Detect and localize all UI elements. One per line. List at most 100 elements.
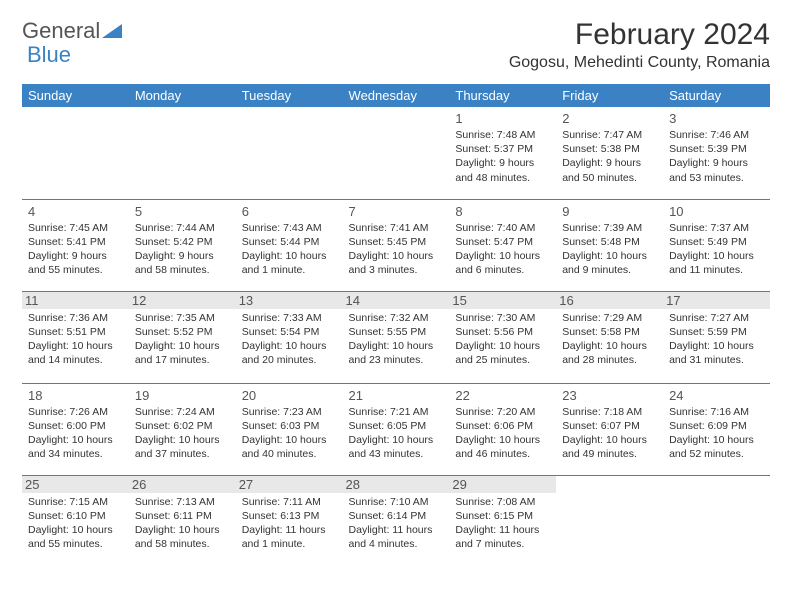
day-info-line: and 28 minutes. — [562, 353, 657, 367]
day-info-line: Sunset: 5:58 PM — [562, 325, 657, 339]
day-info-line: Sunrise: 7:39 AM — [562, 221, 657, 235]
logo-word2: Blue — [27, 42, 71, 67]
day-info: Sunrise: 7:41 AMSunset: 5:45 PMDaylight:… — [349, 221, 444, 278]
day-info: Sunrise: 7:46 AMSunset: 5:39 PMDaylight:… — [669, 128, 764, 185]
day-cell: 11 Sunrise: 7:36 AMSunset: 5:51 PMDayligh… — [22, 291, 129, 383]
day-number: 11 — [22, 292, 129, 309]
dayhead-tuesday: Tuesday — [236, 84, 343, 107]
day-info: Sunrise: 7:15 AMSunset: 6:10 PMDaylight:… — [28, 495, 123, 552]
day-cell: 26Sunrise: 7:13 AMSunset: 6:11 PMDayligh… — [129, 475, 236, 567]
day-number: 23 — [562, 388, 657, 403]
day-number: 17 — [663, 292, 770, 309]
week-row: 1Sunrise: 7:48 AMSunset: 5:37 PMDaylight… — [22, 107, 770, 199]
day-info-line: Sunrise: 7:43 AM — [242, 221, 337, 235]
day-info-line: and 25 minutes. — [455, 353, 550, 367]
day-info-line: and 11 minutes. — [669, 263, 764, 277]
day-info: Sunrise: 7:35 AMSunset: 5:52 PMDaylight:… — [135, 311, 230, 368]
week-row: 18Sunrise: 7:26 AMSunset: 6:00 PMDayligh… — [22, 383, 770, 475]
dayhead-saturday: Saturday — [663, 84, 770, 107]
day-info-line: and 40 minutes. — [242, 447, 337, 461]
day-cell: 17Sunrise: 7:27 AMSunset: 5:59 PMDayligh… — [663, 291, 770, 383]
day-info-line: Daylight: 10 hours — [562, 339, 657, 353]
day-cell: 9Sunrise: 7:39 AMSunset: 5:48 PMDaylight… — [556, 199, 663, 291]
day-info-line: Sunset: 5:51 PM — [28, 325, 123, 339]
day-info: Sunrise: 7:11 AMSunset: 6:13 PMDaylight:… — [242, 495, 337, 552]
day-info-line: and 58 minutes. — [135, 537, 230, 551]
day-cell: 12 Sunrise: 7:35 AMSunset: 5:52 PMDayligh… — [129, 291, 236, 383]
day-info-line: Sunset: 6:05 PM — [349, 419, 444, 433]
day-info-line: and 48 minutes. — [455, 171, 550, 185]
day-info-line: Sunrise: 7:29 AM — [562, 311, 657, 325]
day-info-line: and 52 minutes. — [669, 447, 764, 461]
day-info: Sunrise: 7:45 AMSunset: 5:41 PMDaylight:… — [28, 221, 123, 278]
day-info-line: Sunrise: 7:16 AM — [669, 405, 764, 419]
day-number: 25 — [22, 476, 129, 493]
day-info-line: Daylight: 10 hours — [669, 339, 764, 353]
day-cell: 23Sunrise: 7:18 AMSunset: 6:07 PMDayligh… — [556, 383, 663, 475]
day-info-line: Sunset: 5:37 PM — [455, 142, 550, 156]
day-cell: 3Sunrise: 7:46 AMSunset: 5:39 PMDaylight… — [663, 107, 770, 199]
day-info: Sunrise: 7:21 AMSunset: 6:05 PMDaylight:… — [349, 405, 444, 462]
day-info-line: and 55 minutes. — [28, 537, 123, 551]
day-info-line: Sunrise: 7:20 AM — [455, 405, 550, 419]
day-info: Sunrise: 7:16 AMSunset: 6:09 PMDaylight:… — [669, 405, 764, 462]
day-info-line: Sunrise: 7:23 AM — [242, 405, 337, 419]
logo-sub: Blue — [27, 42, 71, 68]
day-info: Sunrise: 7:23 AMSunset: 6:03 PMDaylight:… — [242, 405, 337, 462]
day-info-line: and 37 minutes. — [135, 447, 230, 461]
day-cell: 4 Sunrise: 7:45 AMSunset: 5:41 PMDaylight… — [22, 199, 129, 291]
day-info-line: and 46 minutes. — [455, 447, 550, 461]
day-info-line: Sunrise: 7:48 AM — [455, 128, 550, 142]
day-info-line: Sunset: 6:10 PM — [28, 509, 123, 523]
day-info-line: Daylight: 9 hours — [669, 156, 764, 170]
day-number: 6 — [242, 204, 337, 219]
dayhead-sunday: Sunday — [22, 84, 129, 107]
day-info-line: Sunset: 5:38 PM — [562, 142, 657, 156]
day-info: Sunrise: 7:37 AMSunset: 5:49 PMDaylight:… — [669, 221, 764, 278]
day-info-line: Sunset: 6:11 PM — [135, 509, 230, 523]
day-cell — [556, 475, 663, 567]
day-number: 8 — [455, 204, 550, 219]
day-info-line: Sunrise: 7:24 AM — [135, 405, 230, 419]
logo-word1: General — [22, 18, 100, 44]
day-info-line: Daylight: 9 hours — [135, 249, 230, 263]
day-info-line: Sunrise: 7:18 AM — [562, 405, 657, 419]
day-info-line: Sunrise: 7:45 AM — [28, 221, 123, 235]
day-info: Sunrise: 7:29 AMSunset: 5:58 PMDaylight:… — [562, 311, 657, 368]
day-info: Sunrise: 7:13 AMSunset: 6:11 PMDaylight:… — [135, 495, 230, 552]
day-number: 12 — [129, 292, 236, 309]
day-info-line: Sunrise: 7:11 AM — [242, 495, 337, 509]
day-info-line: Sunset: 6:09 PM — [669, 419, 764, 433]
day-number: 4 — [28, 204, 123, 219]
logo: General — [22, 18, 124, 44]
day-info-line: Daylight: 10 hours — [349, 339, 444, 353]
day-info-line: Daylight: 10 hours — [135, 339, 230, 353]
day-info-line: Sunrise: 7:36 AM — [28, 311, 123, 325]
day-cell: 21 Sunrise: 7:21 AMSunset: 6:05 PMDayligh… — [343, 383, 450, 475]
day-info-line: Sunset: 6:03 PM — [242, 419, 337, 433]
day-info-line: Sunset: 5:42 PM — [135, 235, 230, 249]
dayhead-thursday: Thursday — [449, 84, 556, 107]
day-info-line: Sunset: 6:02 PM — [135, 419, 230, 433]
logo-triangle-icon — [102, 22, 122, 40]
day-info-line: Daylight: 10 hours — [349, 249, 444, 263]
day-number: 19 — [135, 388, 230, 403]
day-info-line: and 43 minutes. — [349, 447, 444, 461]
day-info-line: and 3 minutes. — [349, 263, 444, 277]
day-info-line: Sunset: 5:55 PM — [349, 325, 444, 339]
day-cell: 8Sunrise: 7:40 AMSunset: 5:47 PMDaylight… — [449, 199, 556, 291]
location: Gogosu, Mehedinti County, Romania — [509, 54, 770, 72]
day-info-line: Sunset: 5:41 PM — [28, 235, 123, 249]
day-info-line: Sunset: 6:06 PM — [455, 419, 550, 433]
day-info: Sunrise: 7:33 AMSunset: 5:54 PMDaylight:… — [242, 311, 337, 368]
day-info-line: and 50 minutes. — [562, 171, 657, 185]
day-info: Sunrise: 7:36 AMSunset: 5:51 PMDaylight:… — [28, 311, 123, 368]
day-info-line: Sunset: 5:52 PM — [135, 325, 230, 339]
day-number: 18 — [28, 388, 123, 403]
day-info-line: Sunrise: 7:32 AM — [349, 311, 444, 325]
day-cell: 29Sunrise: 7:08 AMSunset: 6:15 PMDayligh… — [449, 475, 556, 567]
day-info-line: and 34 minutes. — [28, 447, 123, 461]
day-number: 24 — [669, 388, 764, 403]
day-info-line: Sunset: 5:39 PM — [669, 142, 764, 156]
day-number: 21 — [349, 388, 444, 403]
